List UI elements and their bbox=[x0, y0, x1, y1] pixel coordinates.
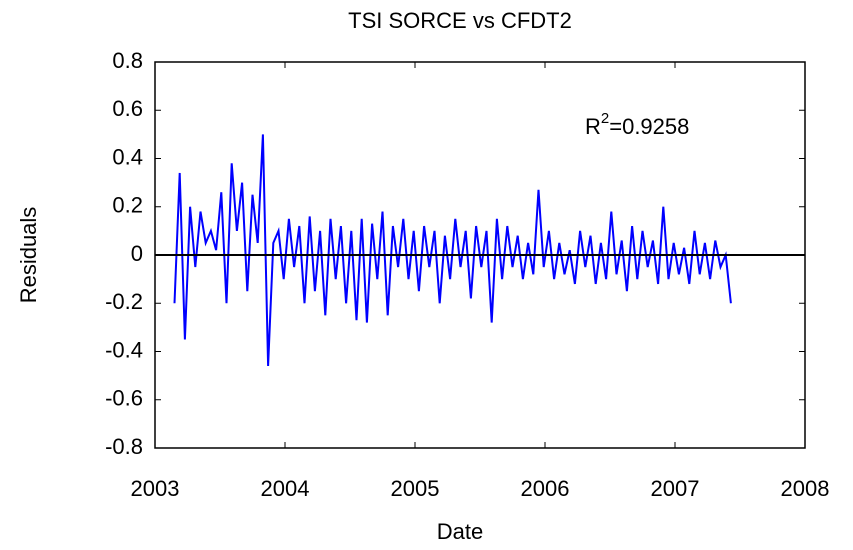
x-tick-label: 2003 bbox=[131, 476, 180, 501]
x-tick-label: 2005 bbox=[391, 476, 440, 501]
y-tick-label: 0 bbox=[131, 241, 143, 266]
annotation-base: R bbox=[585, 114, 601, 139]
x-axis-label: Date bbox=[437, 519, 483, 544]
series-line bbox=[173, 134, 732, 367]
y-tick-label: -0.8 bbox=[105, 434, 143, 459]
y-tick-label: 0.8 bbox=[112, 48, 143, 73]
y-axis-label: Residuals bbox=[16, 207, 41, 304]
y-tick-label: 0.6 bbox=[112, 96, 143, 121]
annotation-sup: 2 bbox=[601, 110, 609, 127]
x-tick-label: 2004 bbox=[261, 476, 310, 501]
annotation-rest: =0.9258 bbox=[609, 114, 689, 139]
x-tick-label: 2008 bbox=[781, 476, 830, 501]
x-tick-label: 2007 bbox=[651, 476, 700, 501]
y-tick-label: 0.2 bbox=[112, 193, 143, 218]
y-tick-label: 0.4 bbox=[112, 144, 143, 169]
chart-title: TSI SORCE vs CFDT2 bbox=[348, 8, 572, 33]
y-tick-label: -0.4 bbox=[105, 337, 143, 362]
y-tick-label: -0.2 bbox=[105, 289, 143, 314]
y-tick-label: -0.6 bbox=[105, 386, 143, 411]
annotation: R2=0.9258 bbox=[585, 110, 689, 139]
x-tick-label: 2006 bbox=[521, 476, 570, 501]
